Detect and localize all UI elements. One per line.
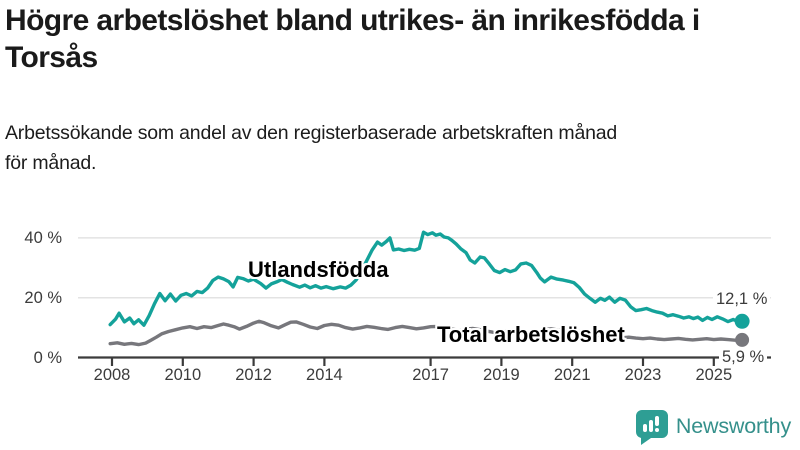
x-axis-label-2010: 2010	[164, 366, 202, 384]
series-label-utlandsfodda: Utlandsfödda	[248, 257, 389, 282]
title-line-1: Högre arbetslöshet bland utrikes- än inr…	[5, 4, 700, 37]
x-axis-label-2019: 2019	[483, 366, 520, 384]
line-total-arbetsl-shet	[108, 319, 744, 347]
newsworthy-logo-text: Newsworthy	[675, 414, 791, 438]
chart-header: Högre arbetslöshet bland utrikes- än inr…	[5, 2, 797, 76]
newsworthy-logo-icon	[635, 410, 668, 445]
subtitle-line-1: Arbetssökande som andel av den registerb…	[5, 122, 618, 144]
title-line-2: Torsås	[5, 41, 98, 74]
x-axis-label-2017: 2017	[412, 366, 449, 384]
end-value-utlandsfodda: 12,1 %	[713, 290, 771, 309]
x-axis-label-2008: 2008	[93, 366, 131, 384]
series-label-total-arbetsloshet: Total arbetslöshet	[437, 322, 625, 347]
y-axis-label-0: 0 %	[33, 349, 62, 367]
end-value-total: 5,9 %	[719, 348, 768, 367]
y-axis-label-20: 20 %	[24, 289, 62, 307]
y-axis-label-40: 40 %	[24, 229, 62, 247]
subtitle-line-2: för månad.	[5, 152, 97, 174]
line-utlandsf-dda	[108, 230, 744, 327]
page-title: Högre arbetslöshet bland utrikes- än inr…	[5, 2, 797, 76]
end-dot-utlandsfodda	[734, 313, 750, 329]
x-axis-label-2021: 2021	[553, 366, 591, 384]
chart-subtitle: Arbetssökande som andel av den registerb…	[5, 118, 785, 178]
x-axis-label-2014: 2014	[306, 366, 343, 384]
newsworthy-logo[interactable]: Newsworthy	[634, 408, 791, 445]
x-axis-label-2023: 2023	[624, 366, 662, 384]
x-axis-label-2025: 2025	[695, 366, 733, 384]
x-axis-label-2012: 2012	[235, 366, 272, 384]
end-dot-total	[735, 332, 750, 347]
